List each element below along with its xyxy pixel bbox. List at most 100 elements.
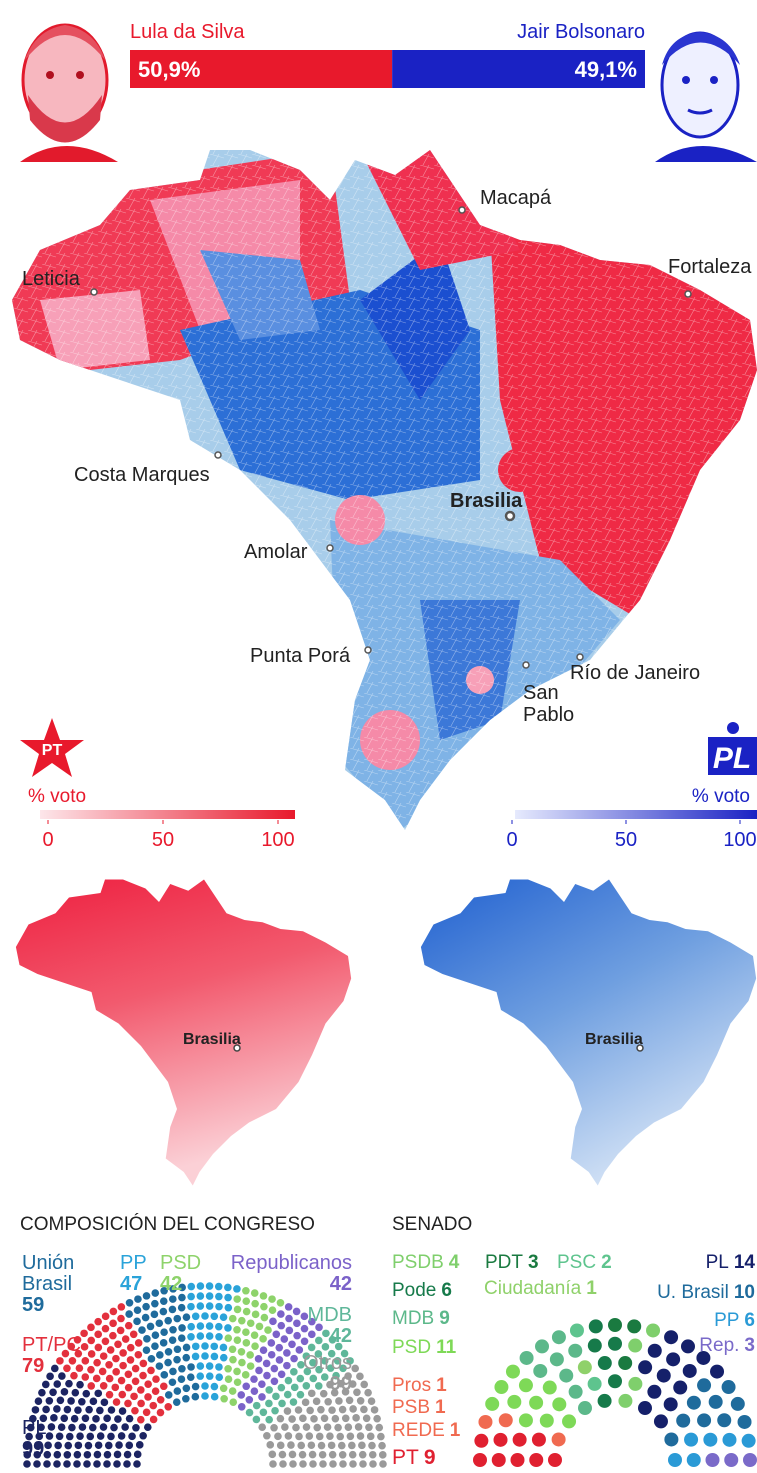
seat — [588, 1377, 602, 1391]
party-seats: 4 — [449, 1252, 460, 1273]
seat — [285, 1432, 293, 1440]
seat — [173, 1356, 181, 1364]
seat — [251, 1331, 259, 1339]
seat — [242, 1328, 250, 1336]
seat — [356, 1373, 364, 1381]
seat — [511, 1453, 525, 1467]
seat — [152, 1375, 160, 1383]
seat — [95, 1441, 103, 1449]
seat — [302, 1399, 310, 1407]
seat — [251, 1342, 259, 1350]
seat — [178, 1365, 186, 1373]
seat — [134, 1295, 142, 1303]
seat — [75, 1442, 83, 1450]
seat — [220, 1354, 228, 1362]
seat — [246, 1396, 254, 1404]
seat — [225, 1304, 233, 1312]
seat — [237, 1391, 245, 1399]
seat — [303, 1423, 311, 1431]
seat — [143, 1408, 151, 1416]
seat — [338, 1442, 346, 1450]
party-name: PL — [22, 1418, 46, 1439]
seat — [276, 1356, 284, 1364]
party-seats: 1 — [435, 1397, 446, 1418]
seat — [313, 1398, 321, 1406]
seat — [118, 1391, 126, 1399]
seat — [290, 1355, 298, 1363]
party-seats: 1 — [586, 1278, 597, 1299]
seat — [132, 1365, 140, 1373]
seat — [627, 1319, 641, 1333]
seat — [309, 1460, 317, 1468]
seat — [275, 1344, 283, 1352]
seat — [598, 1394, 612, 1408]
seat — [608, 1318, 622, 1332]
seat — [264, 1326, 272, 1334]
seat — [570, 1323, 584, 1337]
seat — [589, 1319, 603, 1333]
seat — [46, 1397, 54, 1405]
seat — [174, 1387, 182, 1395]
seat — [268, 1351, 276, 1359]
seat — [742, 1434, 756, 1448]
seat — [706, 1453, 720, 1467]
seat — [265, 1386, 273, 1394]
seat — [259, 1335, 267, 1343]
seat — [124, 1451, 132, 1459]
city-label: Leticia — [22, 268, 80, 290]
seat — [113, 1398, 121, 1406]
seat — [278, 1384, 286, 1392]
seat — [313, 1424, 321, 1432]
seat — [215, 1333, 223, 1341]
seat — [164, 1403, 172, 1411]
seat — [648, 1344, 662, 1358]
seat — [53, 1460, 61, 1468]
seat — [151, 1289, 159, 1297]
seat — [233, 1326, 241, 1334]
city-marker — [459, 207, 465, 213]
seat — [247, 1319, 255, 1327]
party-name: PSD — [160, 1253, 201, 1274]
party-seats: 9 — [439, 1308, 450, 1329]
legend-tick-label: 0 — [42, 829, 53, 851]
seat — [550, 1352, 564, 1366]
seat — [139, 1372, 147, 1380]
seat — [131, 1407, 139, 1415]
seat — [118, 1303, 126, 1311]
seat — [255, 1355, 263, 1363]
city-label: Costa Marques — [74, 464, 210, 486]
seat — [309, 1451, 317, 1459]
city-label: Macapá — [480, 187, 551, 209]
seat — [703, 1433, 717, 1447]
seat — [81, 1373, 89, 1381]
seat — [225, 1375, 233, 1383]
section-title: COMPOSICIÓN DEL CONGRESO — [20, 1214, 315, 1236]
seat — [247, 1362, 255, 1370]
seat — [84, 1451, 92, 1459]
seat — [64, 1442, 72, 1450]
lula-portrait — [20, 25, 118, 162]
seat — [80, 1330, 88, 1338]
seat — [122, 1335, 130, 1343]
seat — [377, 1433, 385, 1441]
party-seats: 99 — [22, 1439, 46, 1460]
seat — [211, 1383, 219, 1391]
seat — [533, 1364, 547, 1378]
seat — [119, 1407, 127, 1415]
seat — [529, 1396, 543, 1410]
seat — [114, 1415, 122, 1423]
seat — [329, 1451, 337, 1459]
seat — [169, 1336, 177, 1344]
seat — [114, 1451, 122, 1459]
seat — [125, 1384, 133, 1392]
seat — [288, 1415, 296, 1423]
seat — [289, 1451, 297, 1459]
seat — [618, 1394, 632, 1408]
seat — [268, 1339, 276, 1347]
seat — [229, 1345, 237, 1353]
seat — [258, 1423, 266, 1431]
party-seats: 10 — [734, 1282, 755, 1303]
party-name: PP — [714, 1310, 739, 1331]
